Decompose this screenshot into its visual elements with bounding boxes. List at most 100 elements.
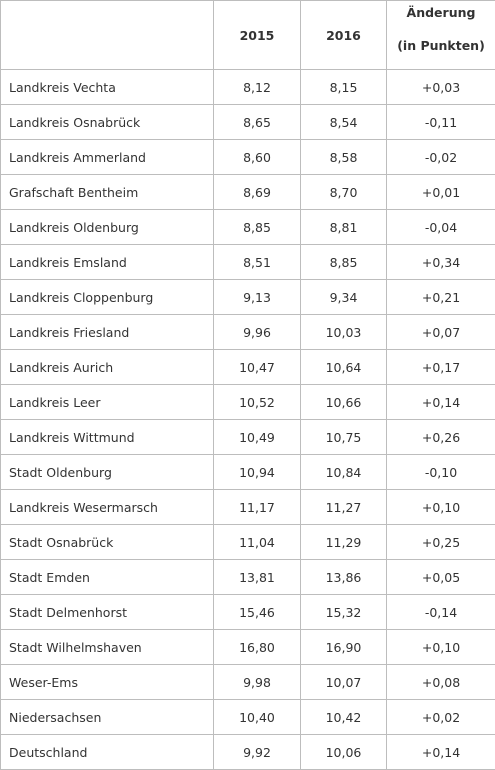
region-cell: Landkreis Wesermarsch	[0, 489, 214, 525]
value-2016-cell: 8,54	[300, 104, 387, 140]
table-row: Landkreis Oldenburg 8,85 8,81 -0,04	[0, 209, 495, 245]
table-row: Landkreis Aurich 10,47 10,64 +0,17	[0, 349, 495, 385]
value-2016-cell: 13,86	[300, 559, 387, 595]
change-cell: +0,10	[386, 629, 495, 665]
value-2015-cell: 10,49	[213, 419, 301, 455]
value-2015-cell: 8,85	[213, 209, 301, 245]
value-2016-cell: 10,64	[300, 349, 387, 385]
region-cell: Stadt Oldenburg	[0, 454, 214, 490]
table-row: Landkreis Ammerland 8,60 8,58 -0,02	[0, 139, 495, 175]
change-cell: +0,01	[386, 174, 495, 210]
value-2015-cell: 9,96	[213, 314, 301, 350]
value-2015-cell: 10,47	[213, 349, 301, 385]
header-change-unit: (in Punkten)	[397, 38, 485, 53]
value-2016-cell: 16,90	[300, 629, 387, 665]
header-change: Änderung (in Punkten)	[386, 0, 495, 70]
change-cell: -0,10	[386, 454, 495, 490]
region-cell: Stadt Emden	[0, 559, 214, 595]
table-row: Landkreis Osnabrück 8,65 8,54 -0,11	[0, 104, 495, 140]
value-2016-cell: 10,07	[300, 664, 387, 700]
change-cell: -0,02	[386, 139, 495, 175]
value-2015-cell: 9,98	[213, 664, 301, 700]
change-cell: +0,26	[386, 419, 495, 455]
change-cell: +0,25	[386, 524, 495, 560]
change-cell: +0,07	[386, 314, 495, 350]
table-row: Grafschaft Bentheim 8,69 8,70 +0,01	[0, 174, 495, 210]
header-2015: 2015	[213, 0, 301, 70]
change-cell: +0,21	[386, 279, 495, 315]
value-2015-cell: 15,46	[213, 594, 301, 630]
value-2016-cell: 10,75	[300, 419, 387, 455]
value-2015-cell: 11,04	[213, 524, 301, 560]
table-row: Stadt Delmenhorst 15,46 15,32 -0,14	[0, 594, 495, 630]
region-cell: Landkreis Aurich	[0, 349, 214, 385]
value-2016-cell: 15,32	[300, 594, 387, 630]
value-2016-cell: 10,42	[300, 699, 387, 735]
table-row: Niedersachsen 10,40 10,42 +0,02	[0, 699, 495, 735]
table-row: Stadt Osnabrück 11,04 11,29 +0,25	[0, 524, 495, 560]
value-2016-cell: 11,27	[300, 489, 387, 525]
region-cell: Stadt Osnabrück	[0, 524, 214, 560]
change-cell: +0,03	[386, 69, 495, 105]
value-2016-cell: 10,84	[300, 454, 387, 490]
table-row: Deutschland 9,92 10,06 +0,14	[0, 734, 495, 770]
table-row: Stadt Wilhelmshaven 16,80 16,90 +0,10	[0, 629, 495, 665]
value-2015-cell: 8,60	[213, 139, 301, 175]
value-2016-cell: 11,29	[300, 524, 387, 560]
change-cell: +0,17	[386, 349, 495, 385]
value-2016-cell: 8,58	[300, 139, 387, 175]
table-row: Landkreis Wesermarsch 11,17 11,27 +0,10	[0, 489, 495, 525]
header-region	[0, 0, 214, 70]
value-2016-cell: 8,85	[300, 244, 387, 280]
region-cell: Landkreis Emsland	[0, 244, 214, 280]
value-2015-cell: 8,51	[213, 244, 301, 280]
table-row: Stadt Oldenburg 10,94 10,84 -0,10	[0, 454, 495, 490]
value-2015-cell: 9,92	[213, 734, 301, 770]
table-row: Landkreis Friesland 9,96 10,03 +0,07	[0, 314, 495, 350]
value-2015-cell: 8,69	[213, 174, 301, 210]
region-cell: Landkreis Cloppenburg	[0, 279, 214, 315]
value-2016-cell: 8,15	[300, 69, 387, 105]
value-2015-cell: 8,12	[213, 69, 301, 105]
change-cell: +0,05	[386, 559, 495, 595]
value-2016-cell: 10,03	[300, 314, 387, 350]
table-row: Landkreis Wittmund 10,49 10,75 +0,26	[0, 419, 495, 455]
table-body: Landkreis Vechta 8,12 8,15 +0,03 Landkreis O…	[0, 69, 495, 770]
region-cell: Stadt Wilhelmshaven	[0, 629, 214, 665]
value-2015-cell: 8,65	[213, 104, 301, 140]
change-cell: +0,02	[386, 699, 495, 735]
table-row: Landkreis Vechta 8,12 8,15 +0,03	[0, 69, 495, 105]
region-cell: Landkreis Osnabrück	[0, 104, 214, 140]
region-cell: Landkreis Leer	[0, 384, 214, 420]
region-cell: Deutschland	[0, 734, 214, 770]
region-cell: Landkreis Wittmund	[0, 419, 214, 455]
change-cell: +0,10	[386, 489, 495, 525]
table-row: Weser-Ems 9,98 10,07 +0,08	[0, 664, 495, 700]
value-2015-cell: 13,81	[213, 559, 301, 595]
region-cell: Grafschaft Bentheim	[0, 174, 214, 210]
table-row: Stadt Emden 13,81 13,86 +0,05	[0, 559, 495, 595]
region-cell: Niedersachsen	[0, 699, 214, 735]
value-2015-cell: 9,13	[213, 279, 301, 315]
value-2016-cell: 10,66	[300, 384, 387, 420]
value-2015-cell: 10,40	[213, 699, 301, 735]
value-2015-cell: 10,94	[213, 454, 301, 490]
change-cell: +0,14	[386, 384, 495, 420]
change-cell: -0,04	[386, 209, 495, 245]
header-2016: 2016	[300, 0, 387, 70]
header-change-title: Änderung	[406, 5, 476, 20]
change-cell: -0,11	[386, 104, 495, 140]
change-cell: +0,14	[386, 734, 495, 770]
table-row: Landkreis Cloppenburg 9,13 9,34 +0,21	[0, 279, 495, 315]
table-row: Landkreis Leer 10,52 10,66 +0,14	[0, 384, 495, 420]
change-cell: +0,34	[386, 244, 495, 280]
value-2016-cell: 8,70	[300, 174, 387, 210]
region-cell: Landkreis Friesland	[0, 314, 214, 350]
value-2016-cell: 9,34	[300, 279, 387, 315]
region-cell: Landkreis Oldenburg	[0, 209, 214, 245]
header-row: 2015 2016 Änderung (in Punkten)	[0, 0, 495, 70]
value-2016-cell: 8,81	[300, 209, 387, 245]
change-cell: -0,14	[386, 594, 495, 630]
value-2015-cell: 11,17	[213, 489, 301, 525]
